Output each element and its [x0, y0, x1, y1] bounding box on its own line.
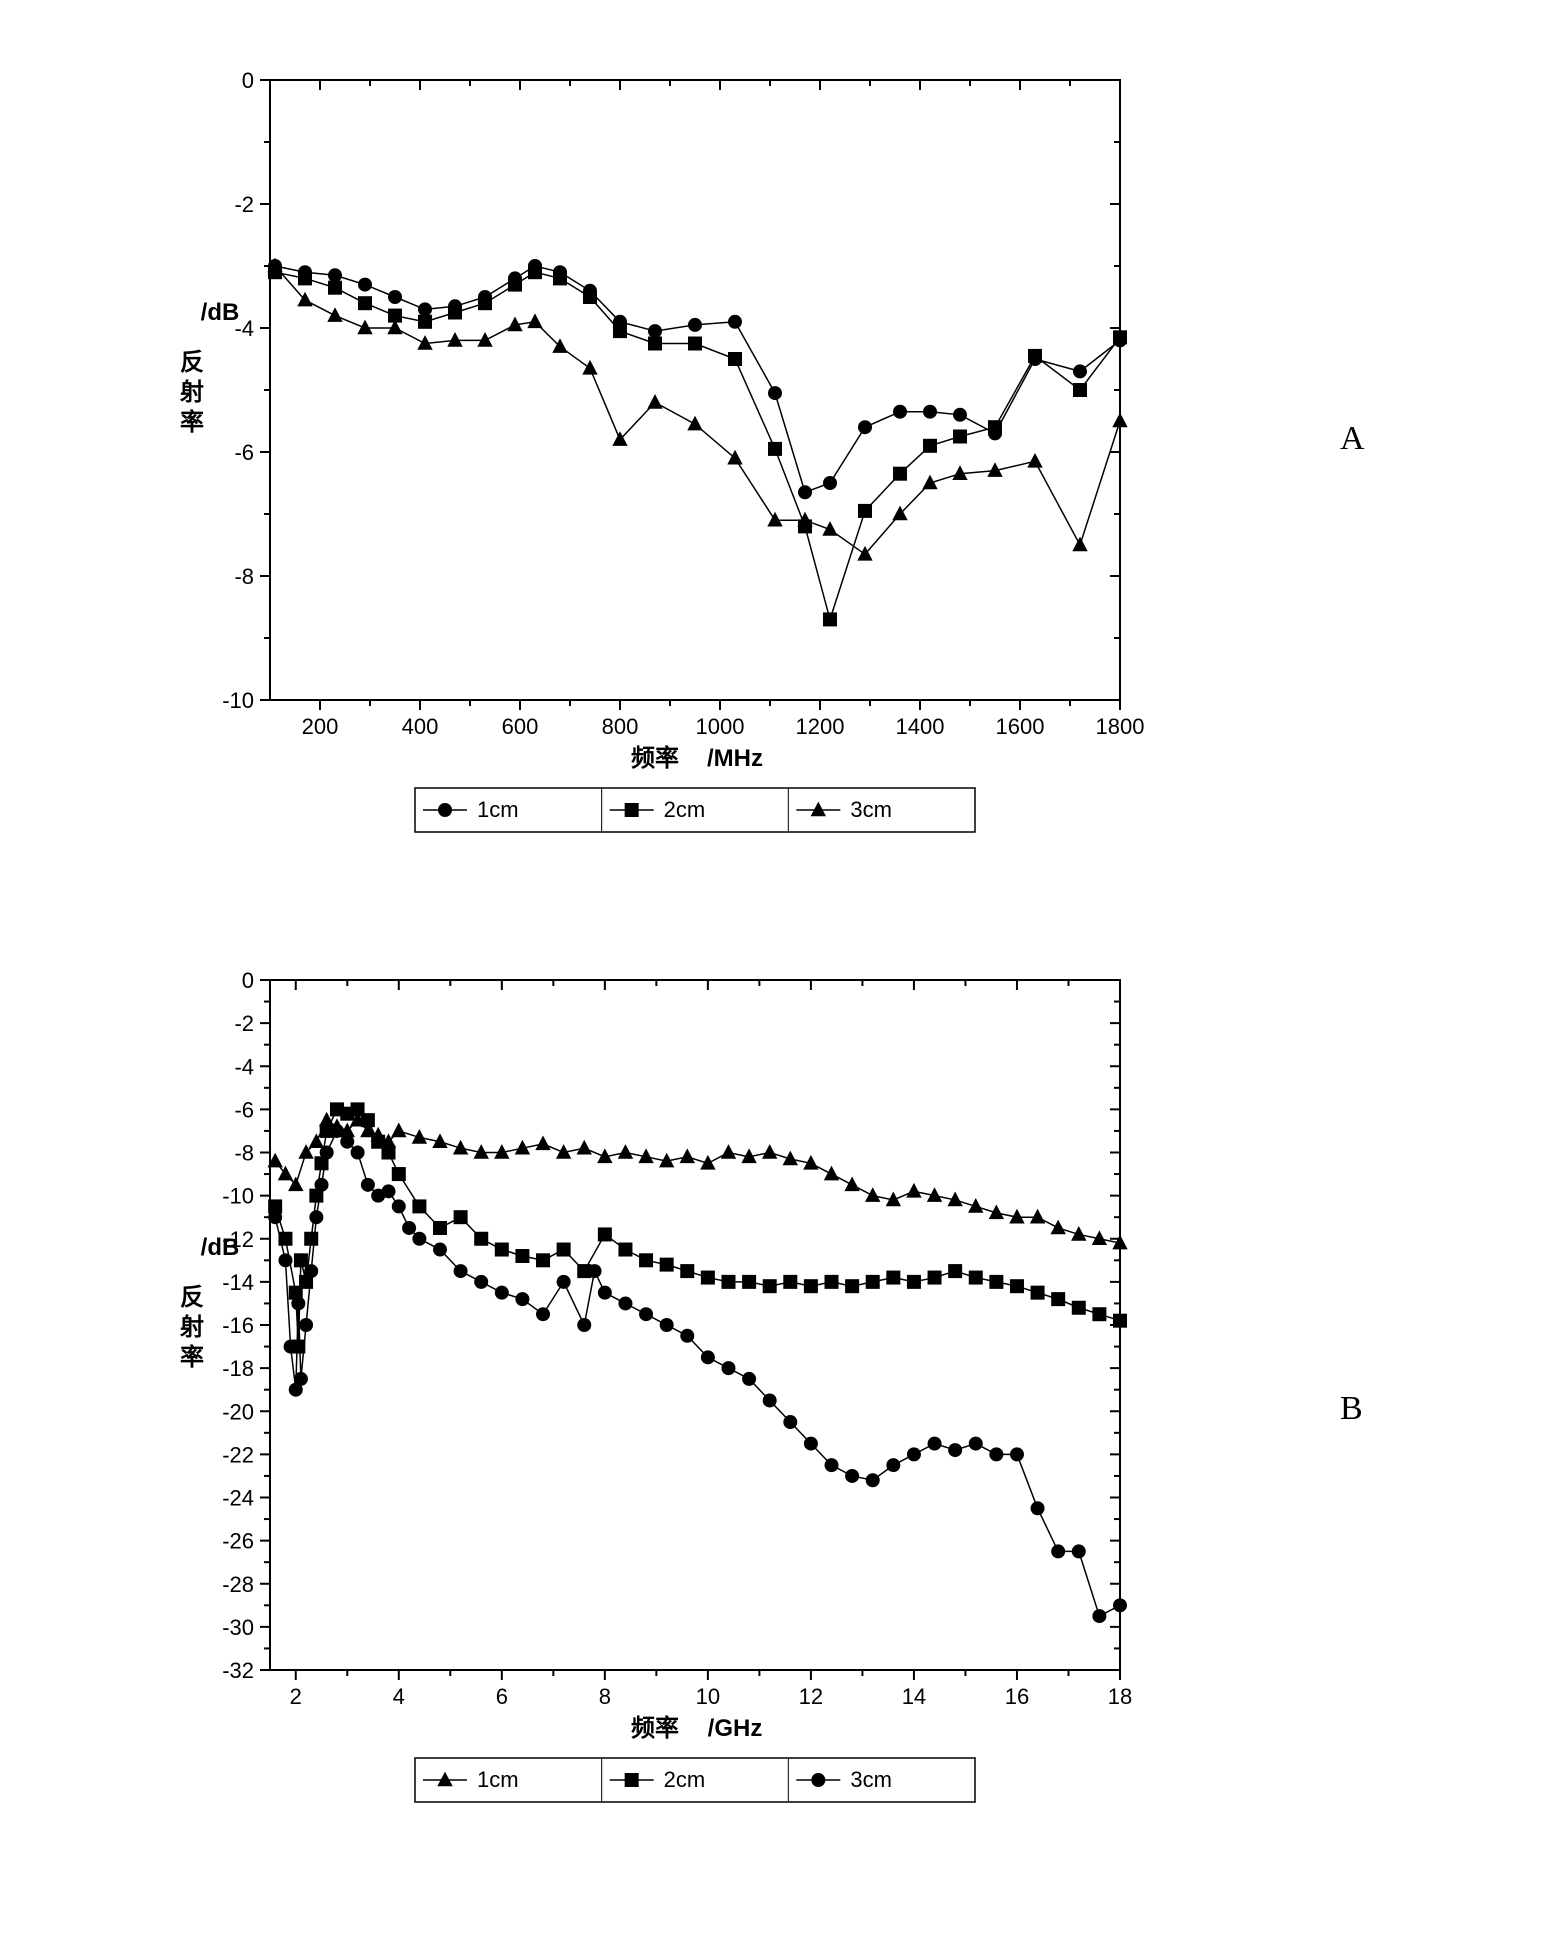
svg-text:-26: -26: [222, 1529, 254, 1554]
svg-text:-2: -2: [234, 192, 254, 217]
svg-text:-10: -10: [222, 1184, 254, 1209]
svg-text:1400: 1400: [896, 714, 945, 739]
svg-text:-8: -8: [234, 564, 254, 589]
chart-a-svg: 200 400 600 800 1000 1200 1400 1600 1800 -10 -8 -6 -…: [140, 60, 1160, 860]
svg-text:2cm: 2cm: [664, 1767, 706, 1792]
chart-panel-a: 200 400 600 800 1000 1200 1400 1600 1800 -10 -8 -6 -…: [140, 60, 1160, 860]
svg-text:800: 800: [602, 714, 639, 739]
svg-text:频率: 频率: [631, 1714, 679, 1742]
svg-text:3cm: 3cm: [850, 797, 892, 822]
svg-text:/MHz: /MHz: [707, 745, 763, 772]
chart-panel-b: 24681012141618-32-30-28-26-24-22-20-18-1…: [140, 960, 1160, 1830]
svg-text:0: 0: [242, 68, 254, 93]
svg-text:14: 14: [902, 1684, 926, 1709]
svg-text:1200: 1200: [796, 714, 845, 739]
svg-text:-22: -22: [222, 1442, 254, 1467]
svg-text:0: 0: [242, 968, 254, 993]
panel-label-b: B: [1340, 1390, 1363, 1428]
svg-text:射: 射: [179, 1314, 204, 1341]
svg-text:400: 400: [402, 714, 439, 739]
svg-text:3cm: 3cm: [850, 1767, 892, 1792]
svg-text:率: 率: [180, 1343, 204, 1371]
svg-text:-14: -14: [222, 1270, 254, 1295]
svg-text:6: 6: [496, 1684, 508, 1709]
svg-text:-18: -18: [222, 1356, 254, 1381]
svg-text:频率: 频率: [631, 744, 679, 772]
svg-text:-6: -6: [234, 440, 254, 465]
svg-text:-20: -20: [222, 1399, 254, 1424]
svg-text:-28: -28: [222, 1572, 254, 1597]
svg-text:-16: -16: [222, 1313, 254, 1338]
svg-text:/GHz: /GHz: [708, 1715, 763, 1742]
svg-text:/dB: /dB: [201, 1234, 240, 1261]
svg-text:-8: -8: [234, 1141, 254, 1166]
svg-text:200: 200: [302, 714, 339, 739]
svg-text:4: 4: [393, 1684, 405, 1709]
svg-text:-32: -32: [222, 1658, 254, 1683]
svg-text:600: 600: [502, 714, 539, 739]
svg-text:-4: -4: [234, 1054, 254, 1079]
chart-b-svg: 24681012141618-32-30-28-26-24-22-20-18-1…: [140, 960, 1160, 1830]
svg-text:12: 12: [799, 1684, 823, 1709]
svg-text:-6: -6: [234, 1097, 254, 1122]
svg-text:-30: -30: [222, 1615, 254, 1640]
svg-text:1cm: 1cm: [477, 1767, 519, 1792]
svg-text:10: 10: [696, 1684, 720, 1709]
svg-text:8: 8: [599, 1684, 611, 1709]
svg-text:18: 18: [1108, 1684, 1132, 1709]
svg-text:反: 反: [180, 349, 204, 376]
svg-text:1600: 1600: [996, 714, 1045, 739]
svg-text:2: 2: [290, 1684, 302, 1709]
svg-text:-24: -24: [222, 1486, 254, 1511]
svg-text:1000: 1000: [696, 714, 745, 739]
svg-text:反: 反: [180, 1284, 204, 1311]
svg-text:/dB: /dB: [201, 299, 240, 326]
svg-text:1cm: 1cm: [477, 797, 519, 822]
svg-text:-2: -2: [234, 1011, 254, 1036]
svg-text:1800: 1800: [1096, 714, 1145, 739]
svg-text:16: 16: [1005, 1684, 1029, 1709]
panel-label-a: A: [1340, 420, 1365, 458]
svg-text:-10: -10: [222, 688, 254, 713]
svg-text:射: 射: [179, 379, 204, 406]
svg-text:率: 率: [180, 408, 204, 436]
svg-text:2cm: 2cm: [664, 797, 706, 822]
